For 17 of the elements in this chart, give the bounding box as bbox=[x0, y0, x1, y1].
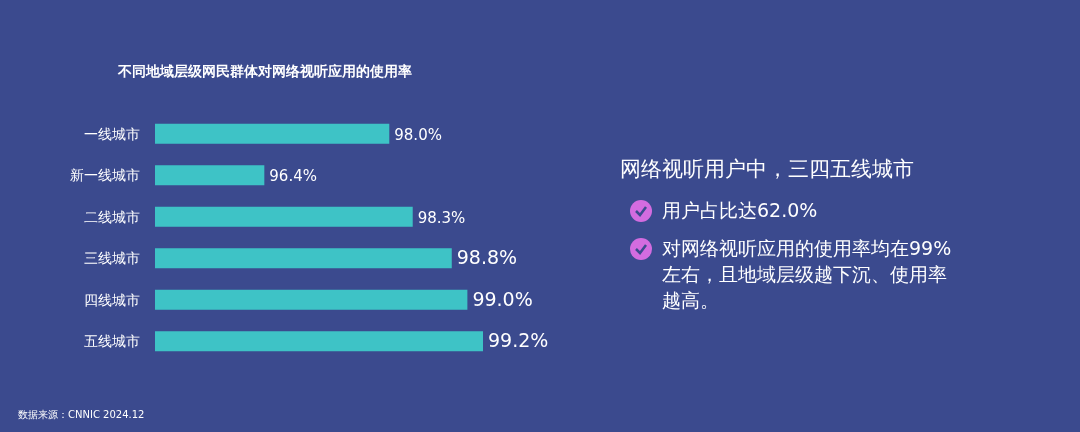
data-label: 99.2% bbox=[488, 329, 549, 352]
data-label: 96.4% bbox=[269, 167, 317, 186]
y-tick-label: 四线城市 bbox=[84, 291, 140, 308]
data-label: 99.0% bbox=[472, 287, 533, 310]
data-label: 98.0% bbox=[394, 125, 442, 144]
y-tick-label: 一线城市 bbox=[84, 125, 140, 142]
y-tick-label: 二线城市 bbox=[84, 208, 140, 225]
y-tick-label: 五线城市 bbox=[84, 333, 140, 350]
y-tick-label: 新一线城市 bbox=[70, 167, 140, 184]
y-tick-label: 三线城市 bbox=[84, 250, 140, 267]
data-label: 98.3% bbox=[417, 208, 466, 227]
text: 用户占比达62.0% bbox=[662, 199, 818, 221]
text: 网络视听用户中，三四五线城市 bbox=[620, 156, 915, 183]
data-label: 98.8% bbox=[456, 246, 518, 269]
chart-title: 不同地域层级网民群体对网络视听应用的使用率 bbox=[117, 63, 412, 79]
text: 对网络视听应用的使用率均在99%左右，且地域层级越下沉、使用率越高。 bbox=[662, 237, 952, 311]
source-note: 数据来源：CNNIC 2024.12 bbox=[18, 409, 145, 420]
